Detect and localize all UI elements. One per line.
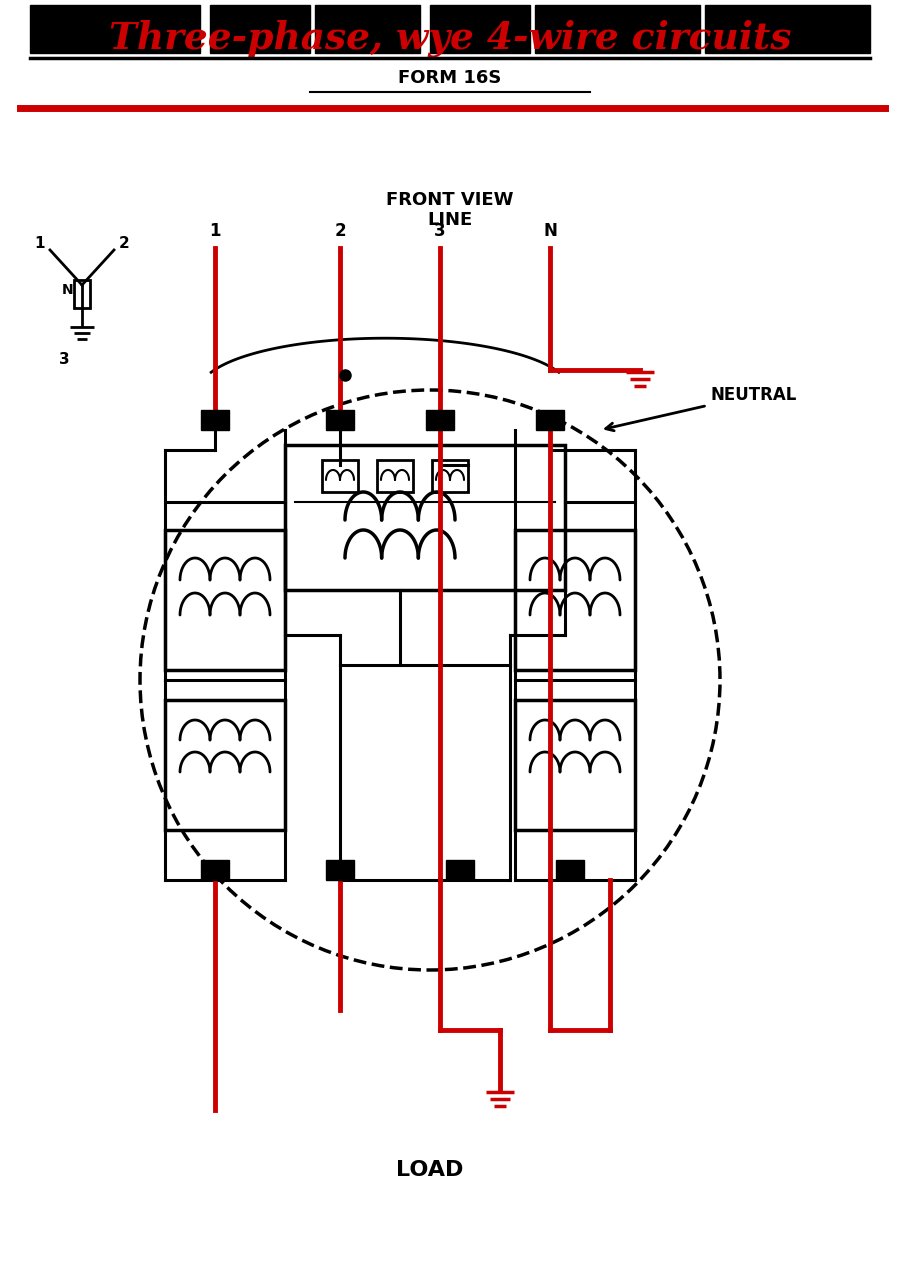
Bar xyxy=(165,530,285,670)
Text: Three-phase, wye 4-wire circuits: Three-phase, wye 4-wire circuits xyxy=(109,19,791,57)
Bar xyxy=(430,5,530,53)
Text: FRONT VIEW: FRONT VIEW xyxy=(386,191,514,209)
Text: N: N xyxy=(543,222,557,240)
Text: 2: 2 xyxy=(119,236,129,251)
Bar xyxy=(322,460,358,492)
Text: LOAD: LOAD xyxy=(396,1160,463,1181)
Bar xyxy=(326,410,354,430)
Text: 3: 3 xyxy=(59,353,70,368)
Text: 1: 1 xyxy=(209,222,221,240)
Bar xyxy=(201,410,229,430)
Text: NEUTRAL: NEUTRAL xyxy=(605,385,796,431)
Bar xyxy=(326,860,354,880)
Text: 3: 3 xyxy=(434,222,446,240)
Text: 2: 2 xyxy=(334,222,346,240)
Bar xyxy=(426,410,454,430)
Bar xyxy=(74,280,90,308)
Text: N: N xyxy=(62,283,74,297)
Bar xyxy=(165,700,285,831)
Text: 1: 1 xyxy=(34,236,45,251)
Text: FORM 16S: FORM 16S xyxy=(398,68,501,87)
Bar xyxy=(315,5,420,53)
Bar xyxy=(432,460,468,492)
Bar xyxy=(515,700,635,831)
Bar xyxy=(201,860,229,880)
Bar xyxy=(285,445,565,590)
Bar xyxy=(377,460,413,492)
Bar xyxy=(515,530,635,670)
Bar xyxy=(446,860,474,880)
Text: LINE: LINE xyxy=(427,210,472,230)
Bar xyxy=(556,860,584,880)
Bar xyxy=(705,5,870,53)
Bar xyxy=(536,410,564,430)
Bar xyxy=(210,5,310,53)
Bar xyxy=(30,5,200,53)
Bar xyxy=(535,5,700,53)
